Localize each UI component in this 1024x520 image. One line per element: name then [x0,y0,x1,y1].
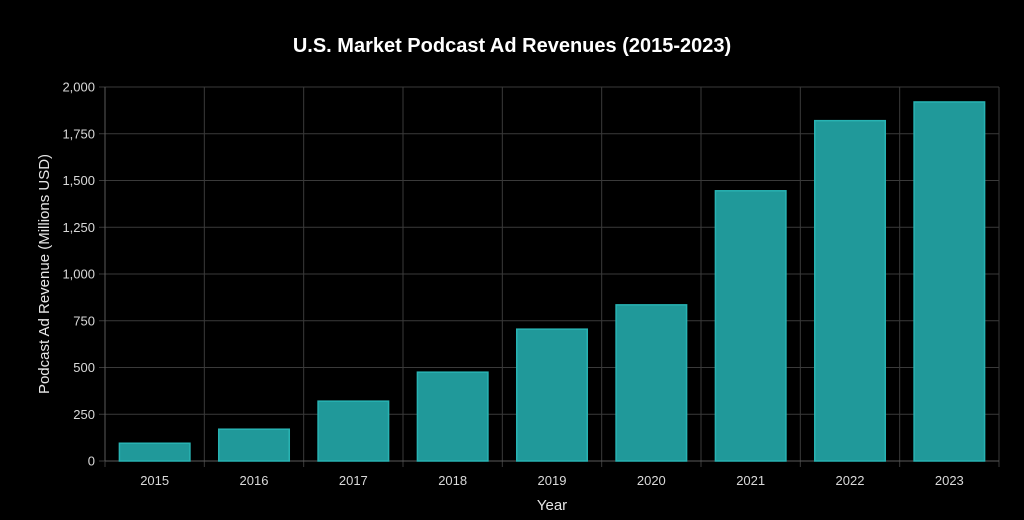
y-tick-label: 1,750 [62,126,95,141]
y-tick-label: 2,000 [62,80,95,95]
x-tick-label: 2022 [836,473,865,488]
bar-2016 [217,428,291,462]
x-tick-label: 2017 [339,473,368,488]
bar-2021 [714,190,787,462]
bar-2022 [813,119,887,462]
y-tick-label: 1,500 [62,173,95,188]
y-tick-label: 0 [88,454,95,469]
y-tick-label: 250 [73,407,95,422]
bar-2020 [615,304,688,462]
y-tick-label: 500 [73,360,95,375]
bar-2015 [118,442,191,462]
bars [118,101,986,462]
x-tick-label: 2023 [935,473,964,488]
x-tick-label: 2021 [736,473,765,488]
bar-2018 [416,371,489,462]
y-tick-label: 1,250 [62,220,95,235]
bar-2017 [317,400,390,462]
x-tick-label: 2018 [438,473,467,488]
bar-2019 [515,328,589,462]
chart-title: U.S. Market Podcast Ad Revenues (2015-20… [293,35,731,57]
y-axis-ticks: 0 250 500 750 1,000 1,250 1,500 1,750 2,000 [62,80,95,469]
x-tick-label: 2019 [538,473,567,488]
grid [99,86,1000,467]
bar-2023 [913,101,986,462]
y-tick-label: 1,000 [62,267,95,282]
y-tick-label: 750 [73,313,95,328]
x-axis-ticks: 2015 2016 2017 2018 2019 2020 2021 2022 2023 [140,473,964,488]
x-tick-label: 2016 [240,473,269,488]
y-axis-label: Podcast Ad Revenue (Millions USD) [36,154,53,394]
x-tick-label: 2015 [140,473,169,488]
x-axis-label: Year [537,497,567,514]
x-tick-label: 2020 [637,473,666,488]
